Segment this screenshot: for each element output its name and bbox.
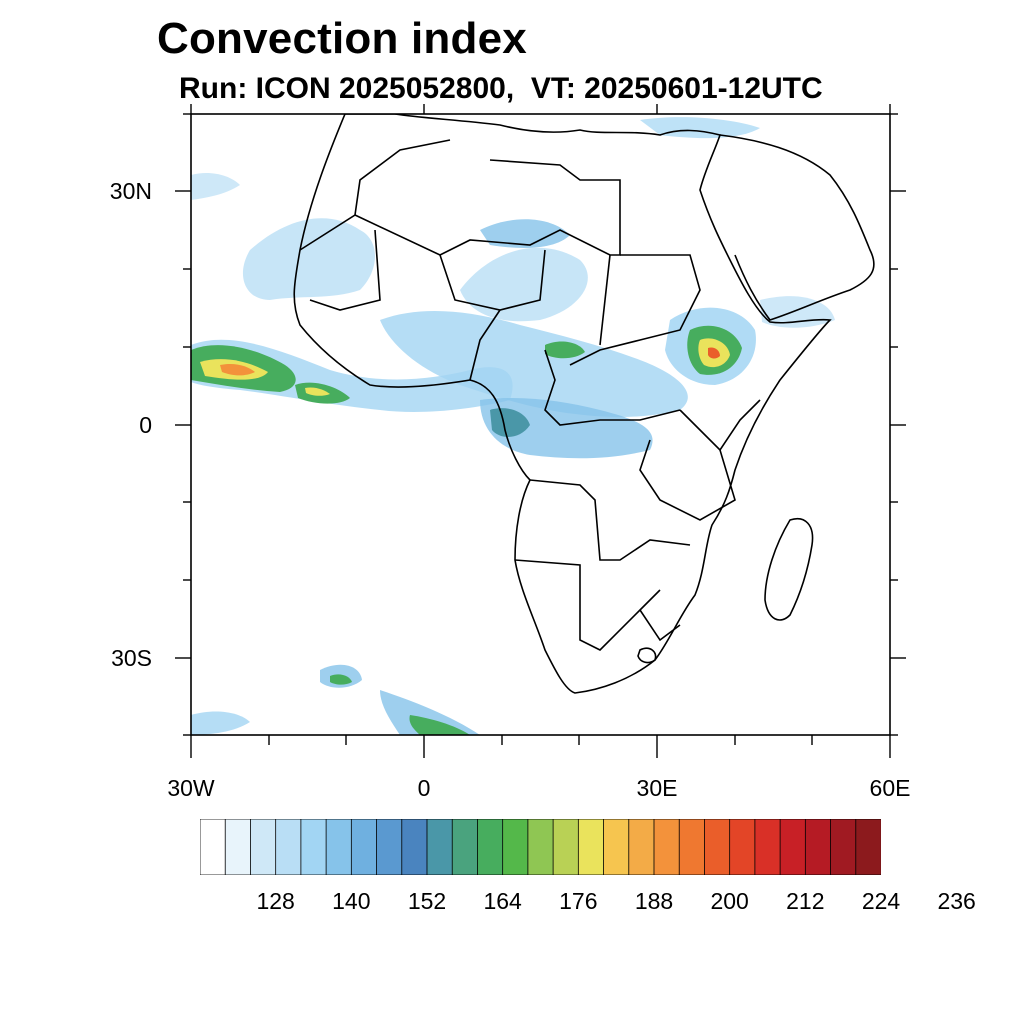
- colorbar-label: 140: [332, 888, 371, 914]
- field-south-atlantic: [380, 690, 480, 735]
- colorbar-label: 224: [861, 888, 901, 914]
- colorbar-label: 128: [256, 888, 295, 914]
- convection-field: [191, 117, 835, 735]
- border-1: [354, 159, 621, 256]
- madagascar: [764, 518, 814, 621]
- field-nigeria: [380, 310, 688, 417]
- colorbar-swatch: [426, 819, 453, 875]
- colorbar-swatch: [804, 819, 832, 875]
- field-horn-east: [760, 296, 835, 328]
- colorbar-swatch: [855, 819, 881, 875]
- field-ocean-blob-hot: [305, 387, 330, 396]
- lat-label-30s: 30S: [111, 645, 152, 671]
- axis-ticks: [175, 104, 906, 758]
- colorbar-swatch: [628, 819, 655, 875]
- field-atlantic-hot2: [220, 363, 255, 376]
- lesotho: [637, 647, 657, 664]
- lon-label-30w: 30W: [167, 775, 215, 801]
- colorbar-swatch: [401, 819, 428, 875]
- colorbar-swatch: [477, 819, 504, 875]
- colorbar-swatch: [350, 819, 378, 875]
- colorbar-swatch: [502, 819, 529, 875]
- colorbar-label: 164: [483, 888, 522, 914]
- field-ethiopia-red: [708, 347, 720, 359]
- colorbar-label: 236: [937, 888, 976, 914]
- colorbar-label: 152: [407, 888, 447, 914]
- field-south-atlantic-green: [409, 715, 470, 735]
- border-4: [599, 254, 611, 346]
- coastlines: [293, 114, 875, 694]
- border-10: [679, 399, 761, 452]
- colorbar: [200, 819, 881, 875]
- colorbar-label: 188: [634, 888, 674, 914]
- border-11: [639, 439, 736, 521]
- colorbar-swatch: [200, 819, 226, 875]
- field-nw-atlantic: [191, 173, 240, 200]
- colorbar-swatch: [704, 819, 731, 875]
- colorbar-swatch: [729, 819, 756, 875]
- chart-subtitle: Run: ICON 2025052800, VT: 20250601-12UTC: [179, 72, 823, 105]
- field-sahel: [242, 218, 375, 300]
- lon-label-30e: 30E: [636, 775, 678, 801]
- colorbar-swatch: [678, 819, 706, 875]
- colorbar-swatch: [451, 819, 479, 875]
- colorbar-swatch: [552, 819, 580, 875]
- field-central-sahel: [460, 247, 588, 322]
- colorbar-label: 212: [786, 888, 825, 914]
- colorbar-swatch: [300, 819, 327, 875]
- africa-coastline: [293, 114, 832, 694]
- field-gabon: [490, 408, 530, 437]
- arabia-coast: [719, 134, 875, 321]
- field-congo: [480, 398, 653, 459]
- colorbar-swatch: [603, 819, 630, 875]
- lat-label-0: 0: [139, 412, 152, 438]
- colorbar-swatch: [325, 819, 353, 875]
- border-3: [569, 254, 701, 366]
- colorbar-swatch: [754, 819, 781, 875]
- field-niger: [480, 219, 570, 248]
- lon-label-60e: 60E: [869, 775, 911, 801]
- colorbar-swatch: [830, 819, 857, 875]
- field-south-blob-green: [330, 674, 352, 685]
- field-atlantic-band: [191, 339, 513, 412]
- lat-label-30n: 30N: [109, 178, 152, 204]
- colorbar-swatch: [250, 819, 277, 875]
- border-7: [529, 479, 691, 561]
- colorbar-swatch: [275, 819, 302, 875]
- border-6: [544, 349, 681, 426]
- border-13: [309, 229, 381, 311]
- border-9: [639, 609, 681, 642]
- colorbar-label: 176: [559, 888, 598, 914]
- field-sw-atlantic: [191, 711, 250, 735]
- colorbar-swatch: [376, 819, 403, 875]
- lon-label-0: 0: [417, 775, 431, 801]
- border-5: [469, 309, 501, 381]
- border-12: [299, 139, 451, 251]
- colorbar-swatch: [779, 819, 807, 875]
- colorbar-label: 200: [710, 888, 749, 914]
- colorbar-swatch: [527, 819, 554, 875]
- chart-title: Convection index: [157, 14, 527, 63]
- colorbar-swatch: [224, 819, 252, 875]
- colorbar-swatch: [653, 819, 680, 875]
- field-cameroon-green: [545, 341, 585, 359]
- border-8: [514, 559, 661, 651]
- colorbar-swatch: [577, 819, 605, 875]
